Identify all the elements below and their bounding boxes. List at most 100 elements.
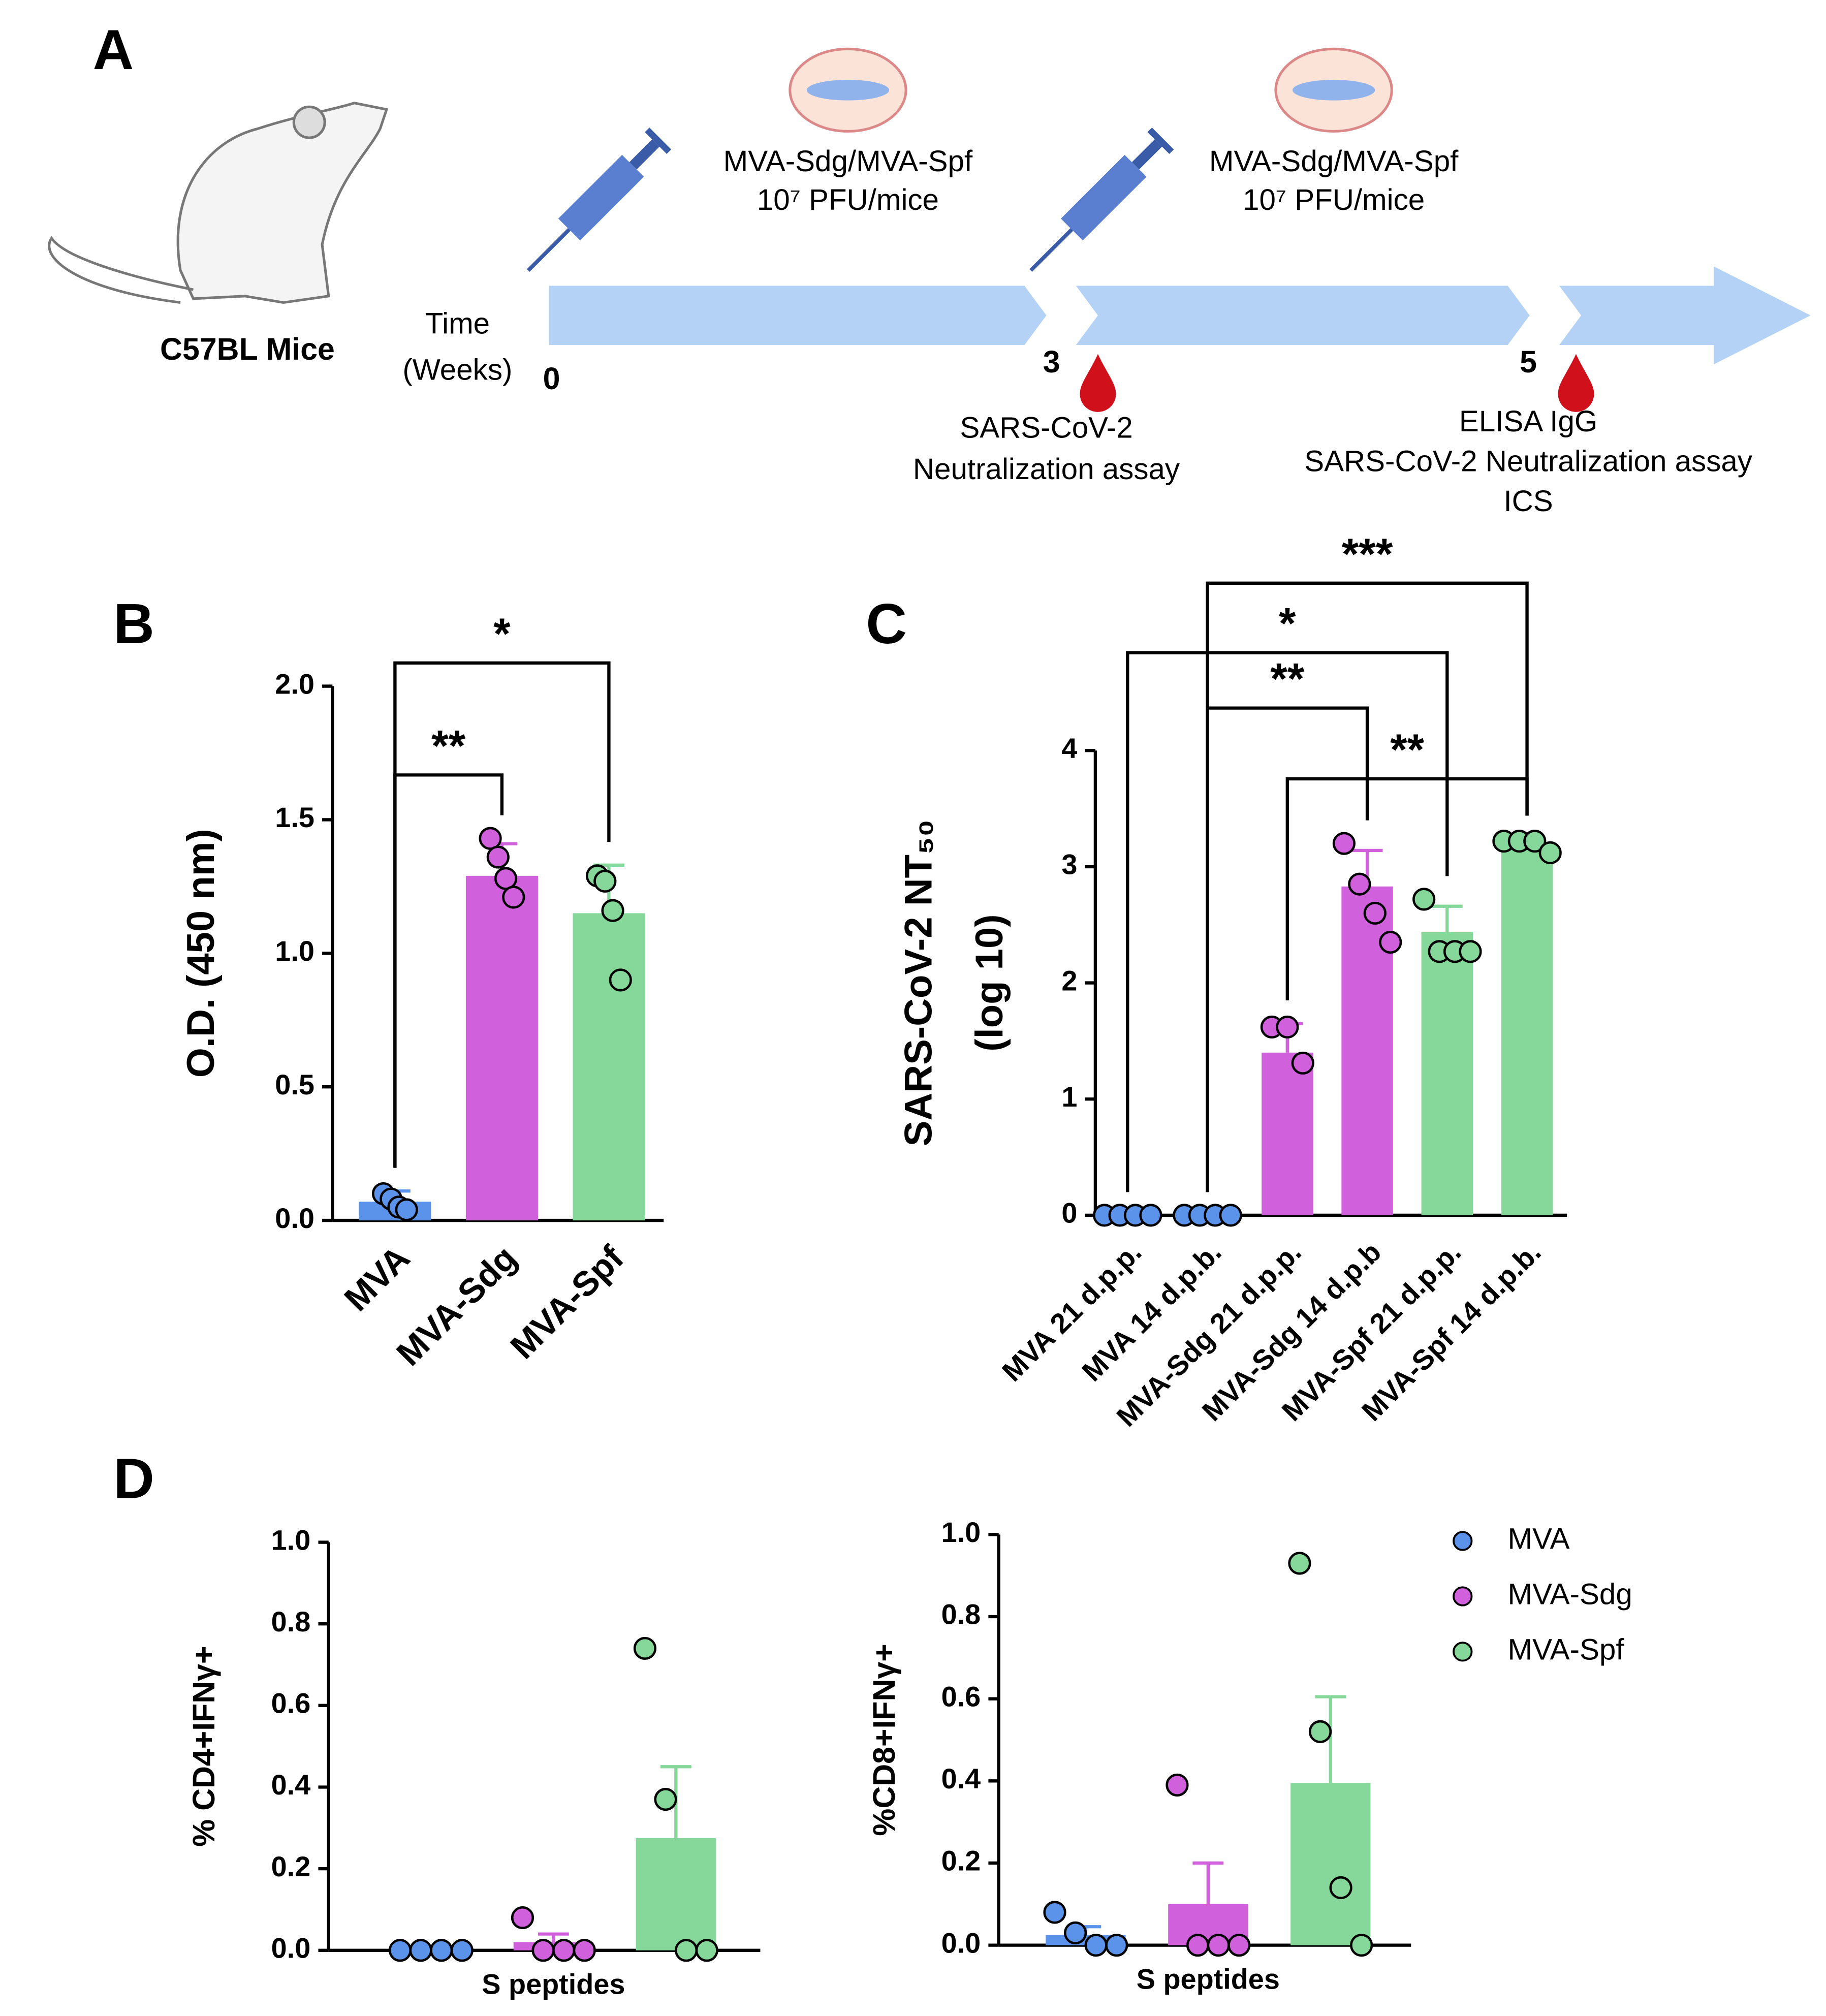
data-point	[593, 869, 617, 893]
significance-bracket	[1206, 706, 1369, 1192]
y-tick-label: 1	[1061, 1081, 1077, 1113]
y-tick-label: 0.5	[275, 1069, 314, 1100]
data-point	[388, 1939, 412, 1962]
data-point	[494, 867, 518, 890]
bar	[465, 875, 538, 1221]
data-point	[531, 1939, 555, 1962]
legend-marker	[1453, 1586, 1473, 1606]
y-tick-label: 0.0	[275, 1203, 314, 1234]
bar	[1421, 931, 1473, 1215]
data-point	[1329, 1876, 1352, 1900]
significance-label: ***	[1342, 530, 1393, 579]
data-point	[695, 1939, 718, 1962]
y-axis-label: O.D. (450 nm)	[179, 829, 223, 1078]
y-tick-label: 0.6	[271, 1688, 311, 1719]
data-point	[1379, 931, 1402, 954]
assay-label: Neutralization assay	[913, 453, 1180, 486]
y-tick-label: 0.6	[941, 1681, 981, 1712]
data-point	[1348, 872, 1371, 896]
data-point	[409, 1939, 432, 1962]
week-label: 0	[543, 361, 560, 396]
data-point	[1139, 1204, 1162, 1227]
data-point	[430, 1939, 453, 1962]
panel-label: C	[866, 592, 907, 655]
y-tick-label: 2.0	[275, 668, 314, 700]
data-point	[1207, 1934, 1230, 1957]
y-tick-label: 3	[1061, 849, 1077, 880]
data-point	[1288, 1552, 1311, 1575]
y-tick-label: 0.4	[941, 1763, 981, 1794]
time-label: (Weeks)	[402, 354, 512, 387]
virus-icon	[789, 47, 1393, 133]
data-point	[1459, 940, 1482, 963]
data-point	[502, 886, 525, 909]
y-tick-label: 0.2	[941, 1845, 981, 1877]
assay-label: SARS-CoV-2 Neutralization assay	[1304, 445, 1753, 478]
data-point	[1186, 1934, 1210, 1957]
time-label: Time	[425, 307, 490, 340]
data-point	[1363, 901, 1387, 925]
data-point	[450, 1939, 474, 1962]
y-axis-label: %CD8+IFNγ+	[867, 1644, 901, 1836]
data-point	[675, 1939, 698, 1962]
data-point	[479, 827, 502, 850]
mouse-label: C57BL Mice	[160, 332, 335, 366]
data-point	[552, 1939, 576, 1962]
legend-marker	[1453, 1642, 1473, 1662]
y-axis-label: (log 10)	[968, 914, 1011, 1051]
data-point	[1538, 841, 1562, 865]
y-tick-label: 1.5	[275, 802, 314, 833]
legend-marker	[1453, 1531, 1473, 1551]
y-tick-label: 1.0	[941, 1517, 981, 1548]
legend-label: MVA	[1508, 1522, 1570, 1555]
week-label: 3	[1043, 344, 1060, 379]
dose-label: MVA-Sdg/MVA-Spf	[723, 145, 973, 178]
y-tick-label: 2	[1061, 965, 1077, 996]
data-point	[1350, 1934, 1373, 1957]
y-tick-label: 0	[1061, 1198, 1077, 1229]
significance-bracket	[1126, 651, 1449, 1192]
bar	[1290, 1783, 1371, 1945]
significance-bracket	[393, 661, 611, 1168]
y-tick-label: 0.2	[271, 1851, 311, 1882]
y-tick-label: 1.0	[275, 935, 314, 967]
data-point	[573, 1939, 596, 1962]
significance-bracket	[1285, 777, 1529, 1001]
bar	[636, 1838, 716, 1950]
mouse-drawing	[48, 102, 389, 304]
y-tick-label: 1.0	[271, 1524, 311, 1556]
assay-label: SARS-CoV-2	[960, 412, 1132, 445]
data-point	[395, 1198, 418, 1221]
x-axis-label: S peptides	[482, 1968, 625, 2000]
data-point	[633, 1636, 657, 1660]
bar	[1262, 1052, 1313, 1215]
data-point	[1332, 832, 1356, 855]
syringe	[526, 128, 1174, 272]
data-point	[1084, 1934, 1108, 1957]
panel-label: B	[113, 592, 154, 655]
legend-label: MVA-Spf	[1508, 1633, 1625, 1666]
legend-label: MVA-Sdg	[1508, 1578, 1632, 1611]
data-point	[486, 845, 510, 869]
panel-label: D	[113, 1446, 154, 1510]
dose-label: 10⁷ PFU/mice	[1243, 183, 1425, 216]
significance-label: **	[1390, 726, 1425, 774]
y-tick-label: 0.0	[271, 1933, 311, 1964]
blood-drop	[1080, 354, 1594, 412]
data-point	[609, 968, 632, 992]
data-point	[1166, 1773, 1189, 1797]
data-point	[1227, 1934, 1251, 1957]
assay-label: ICS	[1503, 485, 1553, 518]
data-point	[1219, 1204, 1242, 1227]
data-point	[1043, 1901, 1066, 1924]
y-tick-label: 0.4	[271, 1769, 311, 1801]
data-point	[1276, 1015, 1299, 1039]
panel-label: A	[93, 18, 134, 81]
x-axis-label: S peptides	[1137, 1963, 1280, 1995]
data-point	[601, 899, 624, 922]
y-axis-label: % CD4+IFNγ+	[186, 1646, 221, 1846]
data-point	[1412, 888, 1436, 911]
significance-label: *	[493, 610, 511, 658]
